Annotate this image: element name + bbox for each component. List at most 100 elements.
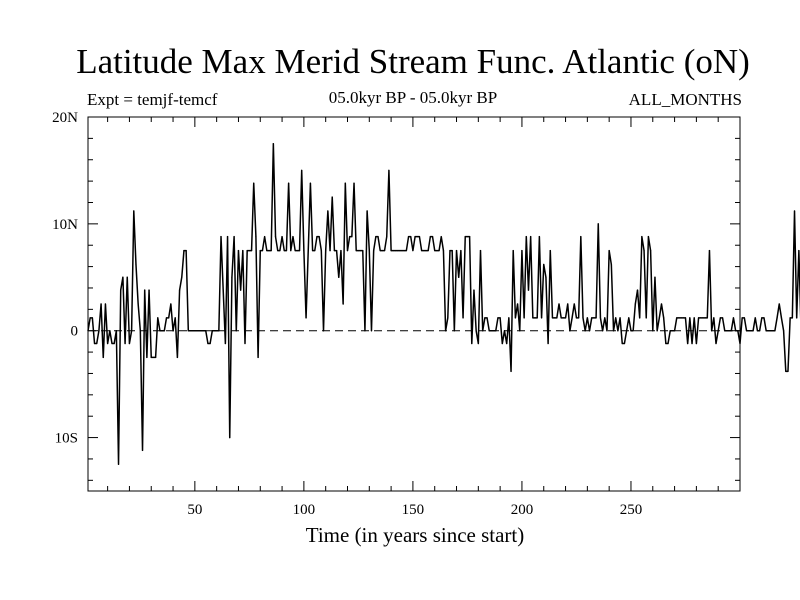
data-point — [591, 317, 593, 319]
data-point — [292, 236, 294, 238]
data-point — [222, 289, 224, 291]
data-point — [109, 330, 111, 332]
data-point — [715, 342, 717, 345]
data-point — [630, 330, 632, 332]
data-point — [131, 330, 133, 332]
data-point — [298, 249, 301, 252]
data-point — [445, 330, 447, 332]
data-point — [248, 249, 250, 252]
data-point — [663, 317, 665, 319]
data-point — [636, 289, 639, 291]
major-ticks — [88, 116, 740, 491]
data-point — [473, 289, 475, 291]
data-point — [442, 249, 445, 252]
x-axis-title: Time (in years since start) — [306, 523, 525, 547]
data-point — [584, 330, 586, 332]
data-point — [399, 249, 401, 252]
data-point — [460, 249, 462, 252]
series-line — [87, 142, 800, 466]
data-point — [606, 330, 608, 332]
data-point — [567, 303, 569, 305]
data-point — [104, 303, 107, 305]
data-point — [604, 317, 606, 319]
data-point — [464, 236, 466, 238]
data-point — [785, 370, 787, 372]
data-point — [510, 370, 512, 372]
data-point — [96, 342, 98, 345]
data-point — [711, 330, 713, 332]
data-point — [379, 249, 381, 252]
data-point — [499, 317, 501, 319]
data-point — [264, 236, 266, 238]
data-point — [296, 249, 298, 252]
data-point — [368, 249, 370, 252]
data-point — [525, 236, 527, 238]
data-point — [726, 330, 728, 332]
data-point — [447, 317, 449, 319]
x-tick-label: 250 — [620, 502, 643, 518]
data-point — [255, 236, 257, 238]
data-point — [538, 236, 540, 238]
data-point — [634, 303, 636, 305]
data-point — [756, 330, 759, 332]
data-point — [687, 342, 689, 345]
data-point — [407, 236, 410, 238]
data-point — [196, 330, 198, 332]
data-point — [551, 317, 554, 319]
data-point — [673, 330, 676, 332]
x-tick-label: 100 — [293, 502, 316, 518]
data-point — [325, 249, 327, 252]
data-point — [593, 317, 595, 319]
data-point — [623, 342, 626, 345]
data-point — [307, 249, 309, 252]
data-point — [530, 236, 532, 238]
data-point — [573, 303, 575, 305]
data-point — [682, 317, 684, 319]
data-point — [416, 236, 418, 238]
data-point — [767, 330, 769, 332]
data-point — [163, 330, 165, 332]
data-point — [641, 236, 643, 238]
data-point — [318, 236, 320, 238]
data-point — [543, 263, 545, 266]
data-point — [277, 249, 279, 252]
data-point — [366, 210, 368, 212]
data-point — [580, 236, 582, 238]
data-point — [229, 436, 231, 439]
data-point — [309, 182, 312, 184]
data-point — [458, 276, 460, 278]
data-point — [671, 330, 674, 332]
data-point — [107, 342, 109, 345]
data-point — [560, 317, 562, 319]
data-point — [486, 317, 488, 319]
data-point — [497, 317, 499, 319]
data-point — [449, 249, 451, 252]
data-point — [226, 236, 229, 238]
data-point — [322, 330, 325, 332]
data-point — [750, 330, 752, 332]
data-point — [745, 330, 748, 332]
data-point — [111, 342, 113, 345]
data-point — [414, 236, 416, 238]
data-point — [187, 330, 189, 332]
data-point — [224, 342, 226, 345]
data-point — [279, 249, 281, 252]
data-point — [645, 317, 647, 319]
data-point — [102, 356, 104, 359]
data-point — [503, 330, 506, 332]
data-point — [421, 249, 423, 252]
data-point — [351, 236, 353, 238]
data-point — [355, 249, 357, 252]
data-point — [194, 330, 196, 332]
data-point — [174, 317, 176, 319]
data-point — [621, 342, 623, 345]
data-point — [628, 317, 630, 319]
data-point — [327, 210, 329, 212]
data-point — [658, 317, 660, 319]
data-point — [569, 330, 571, 332]
data-point — [401, 249, 403, 252]
data-point — [684, 317, 687, 319]
data-point — [272, 143, 274, 145]
data-point — [793, 210, 796, 212]
data-point — [772, 330, 774, 332]
